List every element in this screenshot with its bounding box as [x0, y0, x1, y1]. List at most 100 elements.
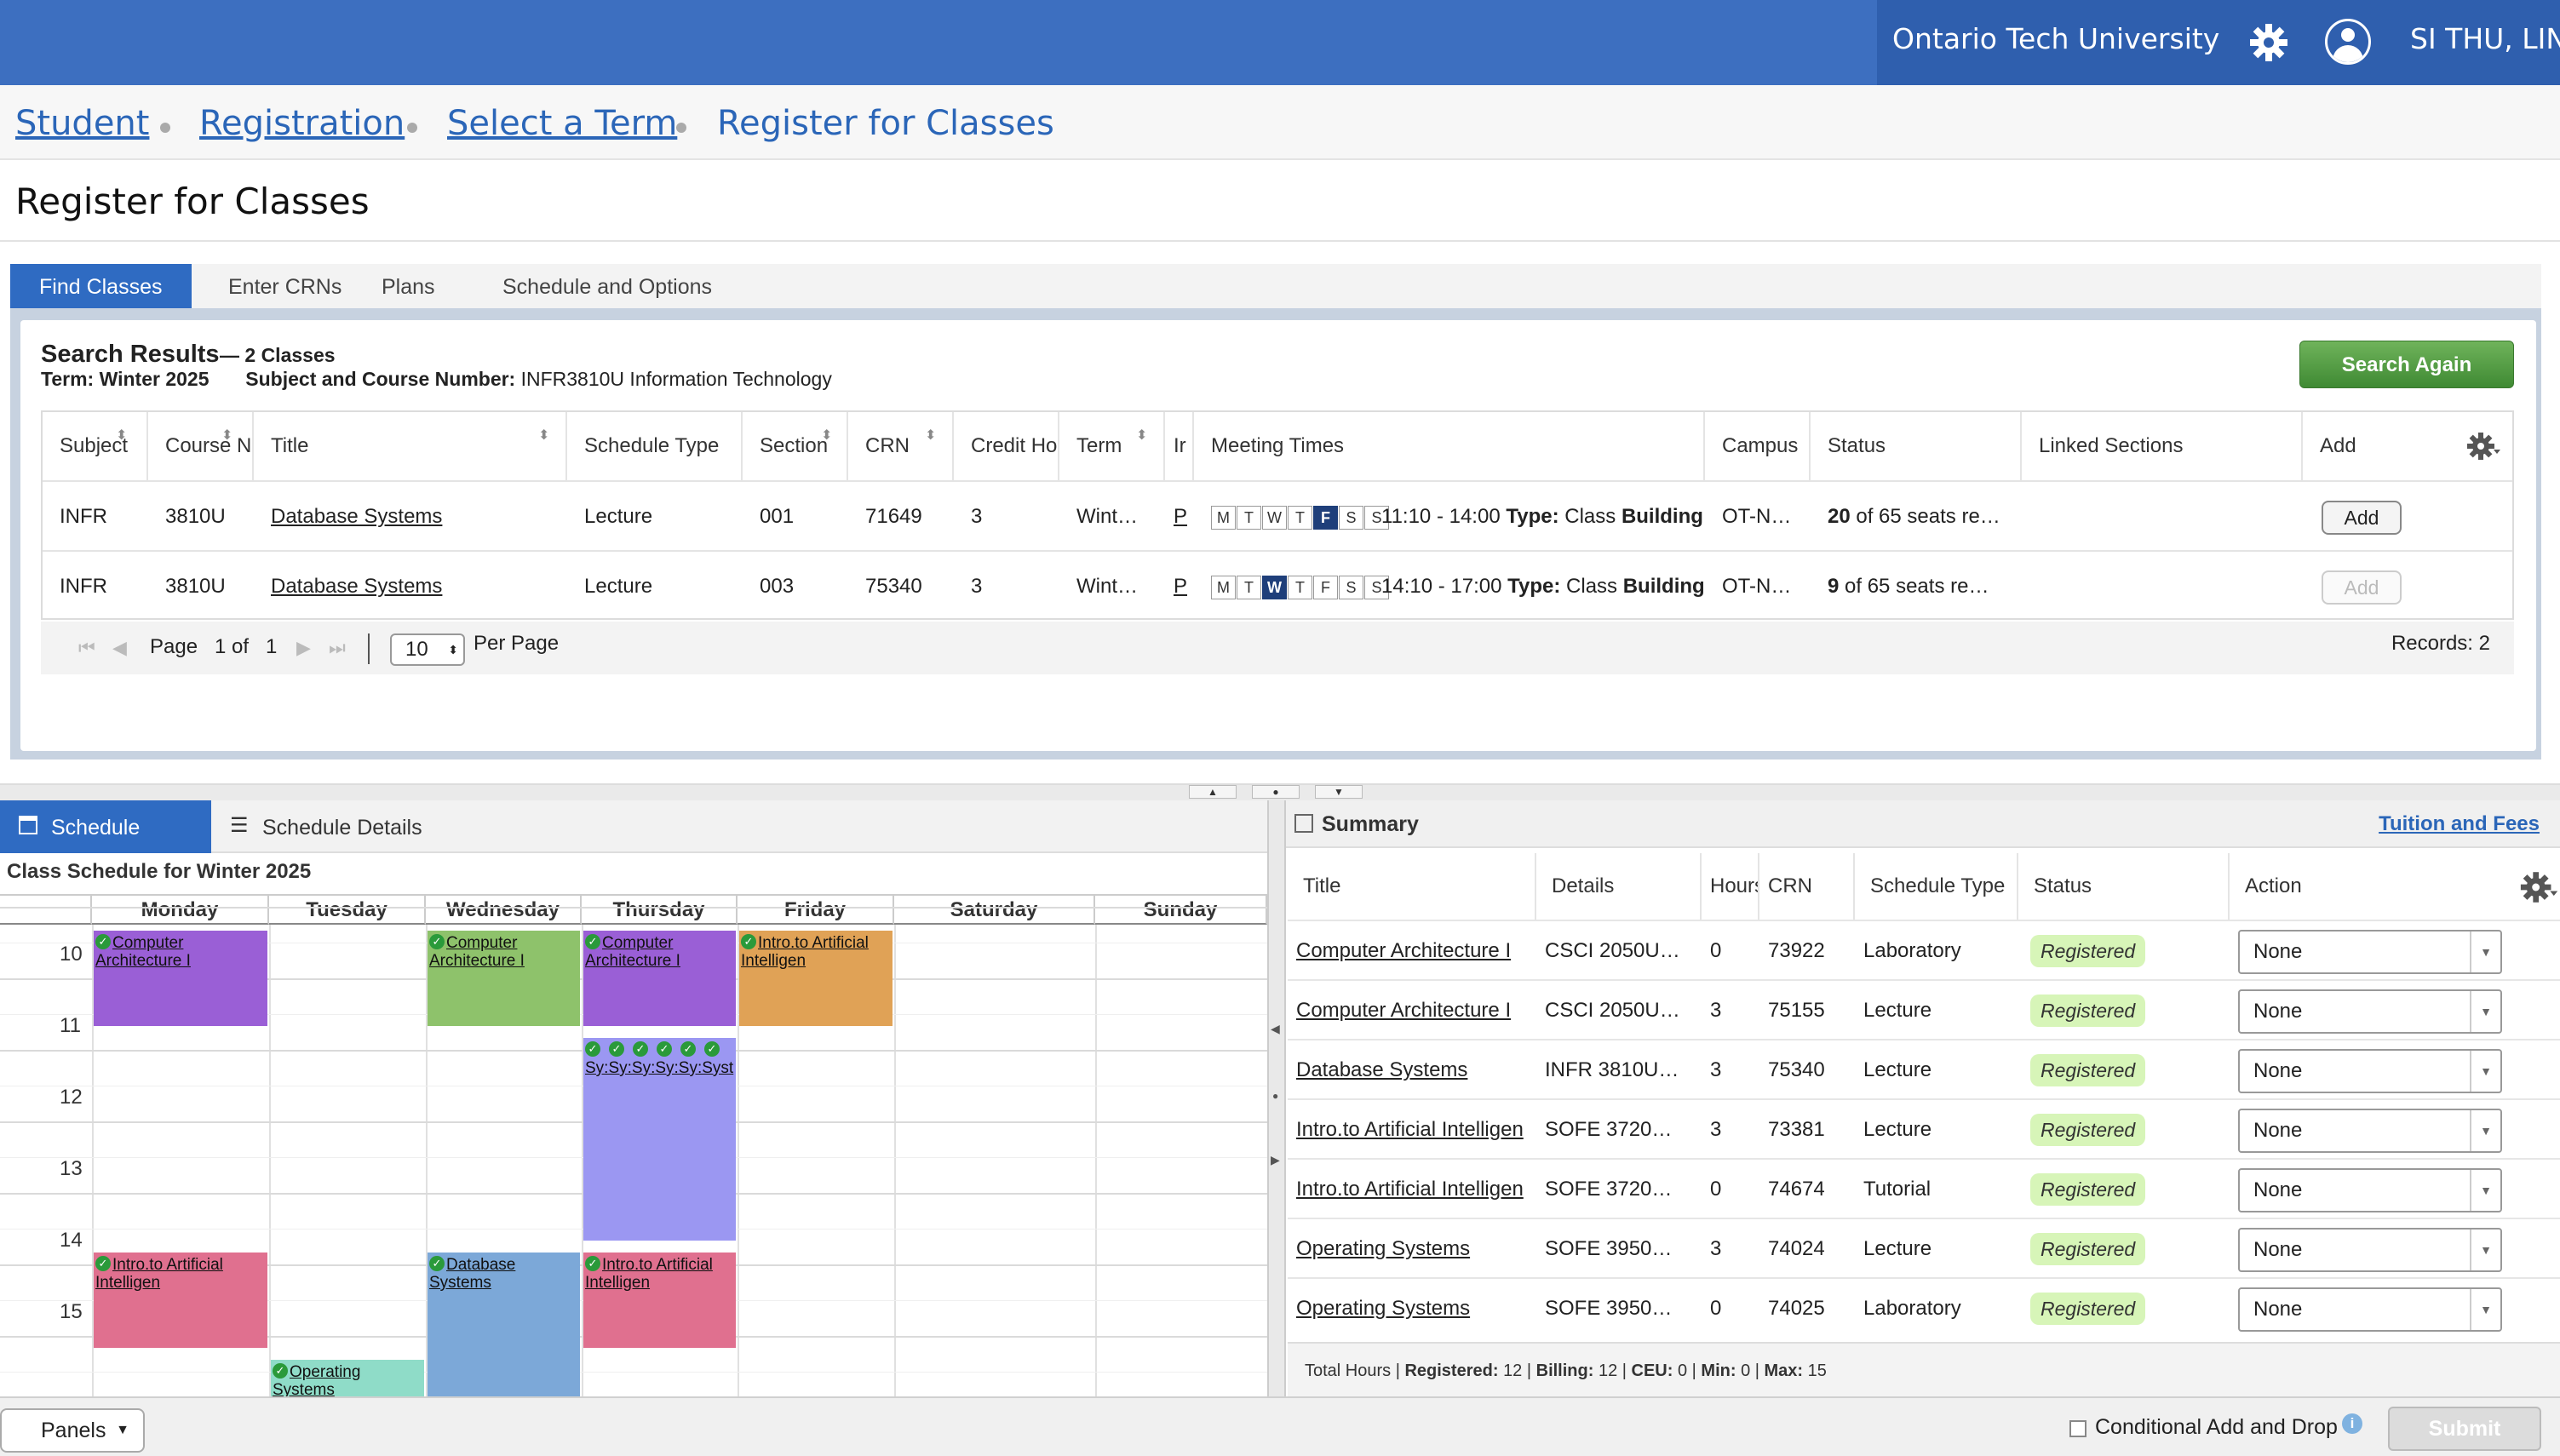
col-crn[interactable]: CRN	[1759, 853, 1855, 920]
calendar-event[interactable]: ✓ ✓ ✓ ✓ ✓ ✓ Sy:Sy:Sy:Sy:Sy:Syst	[583, 1038, 736, 1241]
col-schedule-type[interactable]: Schedule Type	[1855, 853, 2018, 920]
panel-splitter[interactable]: ▲ ● ▼	[0, 783, 2560, 800]
sort-icon[interactable]: ⬍	[116, 428, 128, 443]
tab-schedule-details[interactable]: ☰ Schedule Details	[211, 800, 484, 853]
search-again-button[interactable]: Search Again	[2299, 341, 2514, 388]
next-page-icon[interactable]: ▶	[296, 637, 311, 658]
course-title-link[interactable]: Operating Systems	[1296, 1237, 1471, 1260]
action-select[interactable]: None ▼	[2238, 1049, 2502, 1093]
course-title-link[interactable]: Database Systems	[271, 505, 443, 528]
course-title-link[interactable]: Intro.to Artificial Intelligen	[1296, 1178, 1524, 1201]
sort-icon[interactable]: ⬍	[221, 428, 233, 443]
course-title-link[interactable]: Database Systems	[1296, 1058, 1468, 1081]
conditional-label[interactable]: Conditional Add and Drop	[2095, 1415, 2338, 1439]
gear-icon[interactable]	[2248, 22, 2289, 63]
col-linked-sections[interactable]: Linked Sections	[2022, 412, 2303, 480]
collapse-down-icon[interactable]: ▼	[1315, 785, 1363, 799]
tab-schedule[interactable]: Schedule	[0, 800, 211, 853]
breadcrumb-registration[interactable]: Registration	[199, 104, 405, 143]
collapse-left-icon[interactable]: ◀	[1271, 1022, 1280, 1035]
sort-icon[interactable]: ⬍	[1136, 428, 1148, 443]
course-title-link[interactable]: Intro.to Artificial Intelligen	[1296, 1118, 1524, 1141]
action-select[interactable]: None ▼	[2238, 930, 2502, 974]
instructor-link[interactable]: P	[1174, 505, 1188, 528]
user-name[interactable]: SI THU, LIN	[2410, 22, 2560, 55]
user-avatar-icon[interactable]	[2325, 19, 2371, 65]
col-details[interactable]: Details	[1536, 853, 1702, 920]
calendar-event[interactable]: ✓ Operating Systems	[271, 1360, 424, 1396]
action-select[interactable]: None ▼	[2238, 1287, 2502, 1332]
breadcrumb-student[interactable]: Student	[15, 104, 150, 143]
vertical-splitter[interactable]: ◀ ● ▶	[1267, 800, 1286, 1396]
col-term[interactable]: Term	[1059, 412, 1165, 480]
event-title[interactable]: Database Systems	[429, 1256, 516, 1292]
tab-plans[interactable]: Plans	[382, 275, 435, 299]
breadcrumb-select-term[interactable]: Select a Term	[447, 104, 678, 143]
prev-page-icon[interactable]: ◀	[112, 637, 127, 658]
calendar-event[interactable]: ✓ Computer Architecture I	[94, 931, 267, 1026]
action-select[interactable]: None ▼	[2238, 989, 2502, 1034]
col-instructor[interactable]: Ir	[1165, 412, 1194, 480]
calendar-event[interactable]: ✓ Database Systems	[428, 1253, 580, 1396]
col-add[interactable]: Add	[2320, 434, 2356, 457]
col-credit-hours[interactable]: Credit Ho	[954, 412, 1059, 480]
event-title[interactable]: Intro.to Artificial Intelligen	[585, 1256, 713, 1292]
conditional-checkbox[interactable]	[2069, 1420, 2086, 1437]
info-icon[interactable]: i	[2342, 1413, 2362, 1434]
collapse-up-icon[interactable]: ▲	[1189, 785, 1237, 799]
event-title[interactable]: Intro.to Artificial Intelligen	[95, 1256, 223, 1292]
col-meeting-times[interactable]: Meeting Times	[1194, 412, 1705, 480]
col-campus[interactable]: Campus	[1705, 412, 1811, 480]
course-title-link[interactable]: Computer Architecture I	[1296, 999, 1512, 1022]
col-crn[interactable]: CRN	[848, 412, 954, 480]
per-page-select[interactable]: 10 ⬍	[390, 633, 465, 666]
action-select[interactable]: None ▼	[2238, 1109, 2502, 1153]
sort-icon[interactable]: ⬍	[821, 428, 833, 443]
course-title-link[interactable]: Operating Systems	[1296, 1297, 1471, 1320]
event-title[interactable]: Computer Architecture I	[585, 934, 680, 970]
event-title[interactable]: Computer Architecture I	[429, 934, 525, 970]
settings-gear-icon[interactable]	[2519, 870, 2558, 904]
submit-button[interactable]: Submit	[2388, 1407, 2541, 1451]
col-title[interactable]: Title	[254, 412, 567, 480]
col-action[interactable]: Action	[2245, 874, 2302, 897]
first-page-icon[interactable]: ⏮	[78, 637, 95, 658]
col-schedule-type[interactable]: Schedule Type	[567, 412, 743, 480]
instructor-link[interactable]: P	[1174, 575, 1188, 598]
event-title[interactable]: Sy:Sy:Sy:Sy:Sy:Syst	[585, 1059, 734, 1077]
check-icon: ✓	[704, 1041, 720, 1057]
calendar-event[interactable]: ✓ Intro.to Artificial Intelligen	[739, 931, 893, 1026]
splitter-center-icon[interactable]: ●	[1252, 785, 1300, 799]
calendar-event[interactable]: ✓ Computer Architecture I	[583, 931, 736, 1026]
event-title[interactable]: Intro.to Artificial Intelligen	[741, 934, 869, 970]
col-hours[interactable]: Hours	[1702, 853, 1759, 920]
sort-icon[interactable]: ⬍	[925, 428, 937, 443]
splitter-dot-icon[interactable]: ●	[1272, 1090, 1279, 1102]
panels-button[interactable]: Panels ▼	[0, 1408, 145, 1453]
event-title[interactable]: Operating Systems	[273, 1363, 361, 1396]
sort-icon[interactable]: ⬍	[538, 428, 550, 443]
action-select[interactable]: None ▼	[2238, 1168, 2502, 1212]
settings-gear-icon[interactable]	[2466, 431, 2500, 461]
event-title[interactable]: Computer Architecture I	[95, 934, 191, 970]
tab-find-classes[interactable]: Find Classes	[10, 264, 192, 308]
course-title-link[interactable]: Database Systems	[271, 575, 443, 598]
calendar-event[interactable]: ✓ Intro.to Artificial Intelligen	[583, 1253, 736, 1348]
last-page-icon[interactable]: ⏭	[329, 637, 346, 658]
col-subject[interactable]: Subject	[43, 412, 148, 480]
tab-enter-crns[interactable]: Enter CRNs	[228, 275, 342, 299]
tuition-fees-link[interactable]: Tuition and Fees	[2379, 812, 2540, 835]
col-status[interactable]: Status	[1811, 412, 2022, 480]
col-section[interactable]: Section	[743, 412, 848, 480]
calendar-event[interactable]: ✓ Intro.to Artificial Intelligen	[94, 1253, 267, 1348]
breadcrumb-register-classes[interactable]: Register for Classes	[717, 104, 1054, 143]
collapse-right-icon[interactable]: ▶	[1271, 1153, 1280, 1167]
calendar-event[interactable]: ✓ Computer Architecture I	[428, 931, 580, 1026]
tab-schedule-options[interactable]: Schedule and Options	[502, 275, 713, 299]
add-button[interactable]: Add	[2322, 501, 2402, 535]
col-status[interactable]: Status	[2018, 853, 2230, 920]
course-title-link[interactable]: Computer Architecture I	[1296, 939, 1512, 962]
col-course-number[interactable]: Course N	[148, 412, 254, 480]
action-select[interactable]: None ▼	[2238, 1228, 2502, 1272]
col-title[interactable]: Title	[1288, 853, 1536, 920]
